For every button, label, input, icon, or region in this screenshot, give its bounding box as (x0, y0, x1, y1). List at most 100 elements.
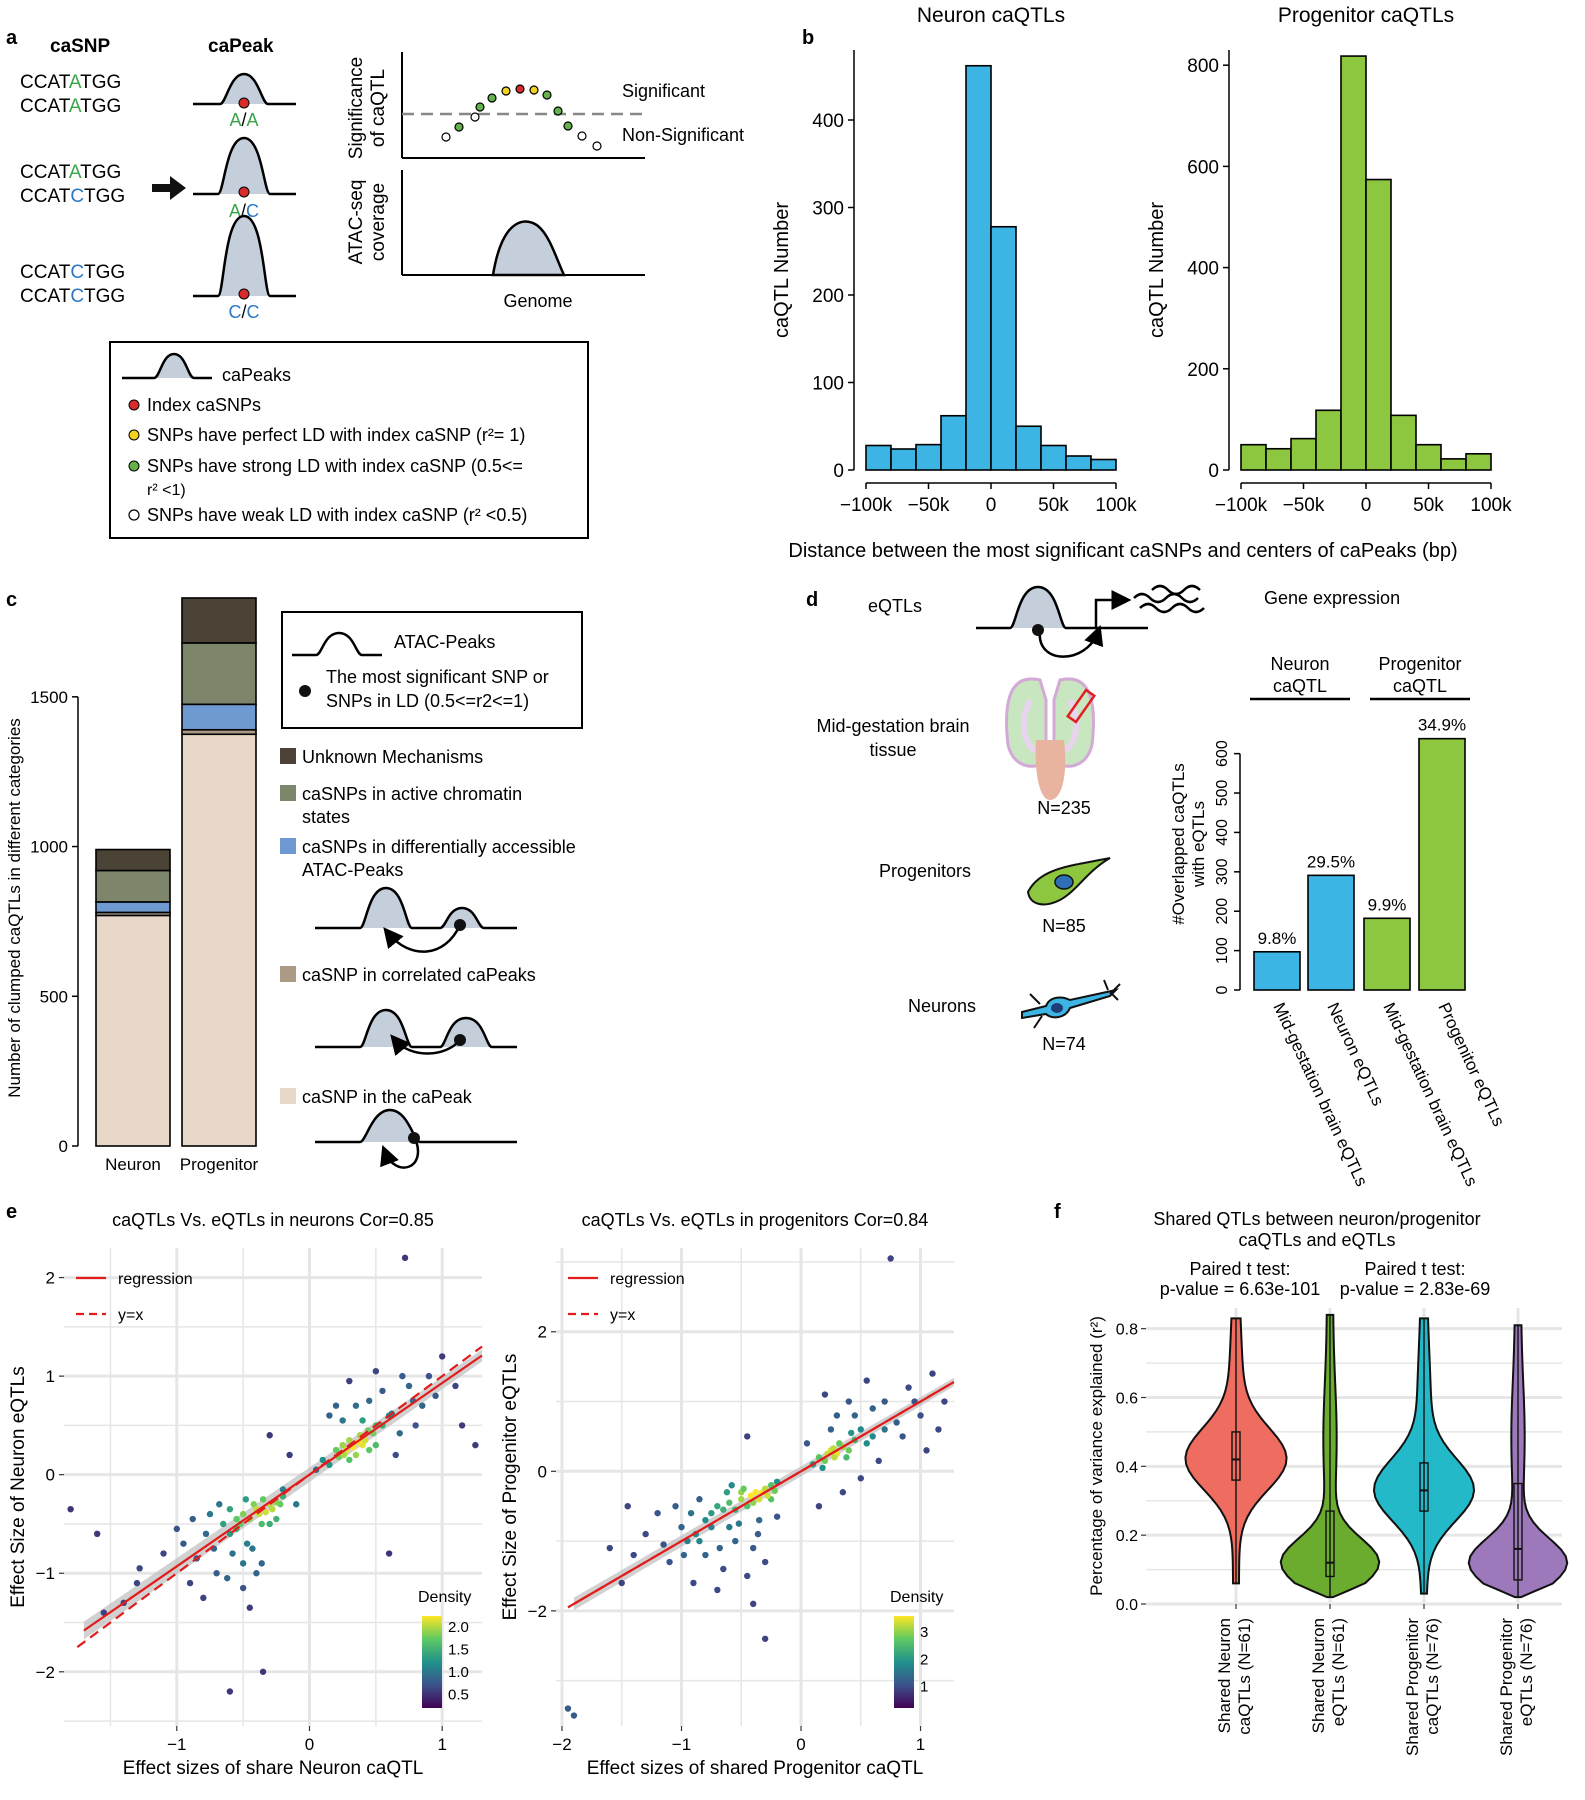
y-tick-label: 0 (1208, 461, 1219, 482)
scatter-point (258, 1520, 265, 1528)
density-tick-label: 0.5 (448, 1687, 469, 1704)
histogram-bar (1365, 178, 1392, 471)
tissue-label-2: tissue (869, 740, 916, 760)
tissue-n: N=235 (1037, 798, 1091, 818)
y-tick-label: 2 (538, 1323, 547, 1342)
scatter-point (242, 1496, 249, 1503)
scatter-point (666, 1558, 673, 1566)
y-tick-label: 500 (40, 987, 68, 1006)
group-neuron-1: Neuron (1270, 654, 1329, 674)
y-tick-label: 200 (1187, 360, 1219, 381)
legend-snp-2: SNPs in LD (0.5<=r2<=1) (326, 691, 529, 711)
scatter-point (744, 1572, 751, 1580)
bar-percent-label: 34.9% (1418, 716, 1466, 735)
x-tick-label: 50k (1038, 495, 1069, 516)
histogram-neuron: Neuron caQTLs 0 100 200 300 400 −100k −50k 0 50k 1… (771, 4, 1137, 516)
scatter-point (570, 1712, 578, 1719)
scatter-point (941, 1398, 948, 1405)
genotype-aa: A/A (229, 110, 258, 130)
neuron-n: N=74 (1042, 1034, 1086, 1054)
scatter-point (385, 1550, 393, 1557)
legend-strong-1: SNPs have strong LD with index caSNP (0.… (147, 456, 523, 476)
atac-peak-icon (292, 631, 382, 657)
swatch-diffaccess (280, 838, 296, 854)
y-tick-label: −1 (36, 1564, 55, 1583)
paired-test-left: Paired t test: (1189, 1259, 1290, 1279)
scatter-point (764, 1492, 771, 1499)
histogram-ylabel: caQTL Number (1146, 202, 1168, 338)
y-tick-label: 2 (46, 1269, 55, 1288)
panel-b-label: b (802, 27, 814, 49)
inpeak-diagram (315, 1108, 517, 1169)
scatter-point (875, 1457, 882, 1465)
scatter-point (173, 1525, 180, 1533)
scatter-point (93, 1530, 101, 1538)
neurons-label: Neurons (908, 996, 976, 1016)
right-arrow-icon (152, 176, 186, 200)
snp-strong (475, 102, 485, 112)
scatter-point (893, 1419, 900, 1426)
scatter-point (845, 1398, 853, 1405)
histogram-ylabel: caQTL Number (771, 202, 793, 338)
category-label-1: Shared Progenitor (1403, 1618, 1422, 1756)
scatter-point (744, 1433, 751, 1440)
x-tick-label: 100k (1470, 495, 1512, 516)
diffaccess-diagram (315, 886, 517, 953)
legend-yx: y=x (118, 1307, 143, 1324)
density-tick-label: 1.0 (448, 1664, 469, 1681)
legend-active-2: states (302, 807, 350, 827)
scatter-point (269, 1505, 276, 1513)
scatter-point (352, 1402, 360, 1409)
overlap-bar (1253, 950, 1301, 991)
swatch-inpeak (280, 1088, 296, 1104)
x-tick-label: −50k (1283, 495, 1325, 516)
x-tick-label: −2 (552, 1735, 571, 1754)
scatter-point (747, 1492, 755, 1499)
scatter-point (771, 1487, 778, 1495)
scatter-point (773, 1513, 781, 1520)
scatter-point (136, 1565, 143, 1572)
y-tick-label: 800 (1187, 56, 1219, 77)
x-tick-label: −100k (1215, 495, 1268, 516)
capeak-heading: caPeak (208, 36, 274, 57)
stacked-segment (95, 914, 171, 1147)
seq-row1-b: CCATATGG (20, 96, 121, 117)
gene-expression-diagram (976, 584, 1205, 658)
weak-ld-dot (128, 509, 140, 521)
seq-row3-b: CCATCTGG (20, 286, 125, 307)
scatter-point (332, 1446, 340, 1454)
scatter-title: caQTLs Vs. eQTLs in progenitors Cor=0.84 (582, 1210, 929, 1230)
scatter-point (412, 1422, 419, 1429)
density-tick-label: 3 (920, 1624, 928, 1641)
bar-percent-label: 9.9% (1368, 895, 1407, 914)
density-colorbar (894, 1616, 914, 1708)
panel-e-label: e (6, 1201, 17, 1223)
y-tick-label: 200 (1214, 898, 1231, 925)
snp-index (515, 84, 525, 94)
significance-ylabel-2: of caQTL (368, 69, 389, 147)
histogram-bar (1315, 409, 1342, 471)
scatter-point (660, 1541, 667, 1548)
scatter-point (702, 1516, 709, 1524)
y-tick-label: 100 (1214, 937, 1231, 964)
panel-b: b Neuron caQTLs 0 100 200 300 400 −100k −50k 0 50… (771, 4, 1512, 562)
scatter-point (843, 1454, 850, 1461)
scatter-point (863, 1377, 870, 1384)
scatter-point (372, 1441, 380, 1449)
scatter-point (160, 1550, 167, 1557)
scatter-point (726, 1499, 733, 1506)
snp-strong (563, 121, 573, 131)
scatter-point (226, 1505, 234, 1513)
regression-line (83, 1354, 483, 1632)
scatter-point (253, 1570, 260, 1577)
x-tick-label: 0 (305, 1735, 314, 1754)
histogram-bar (990, 225, 1017, 471)
capeak-small (193, 72, 296, 109)
category-label-1: Shared Progenitor (1497, 1618, 1516, 1756)
x-tick-label: −50k (908, 495, 950, 516)
category-label-2: caQTLs (N=61) (1235, 1618, 1254, 1735)
scatter-point (346, 1456, 353, 1464)
scatter-point (438, 1353, 446, 1360)
progenitor-cell-icon (1026, 857, 1111, 906)
